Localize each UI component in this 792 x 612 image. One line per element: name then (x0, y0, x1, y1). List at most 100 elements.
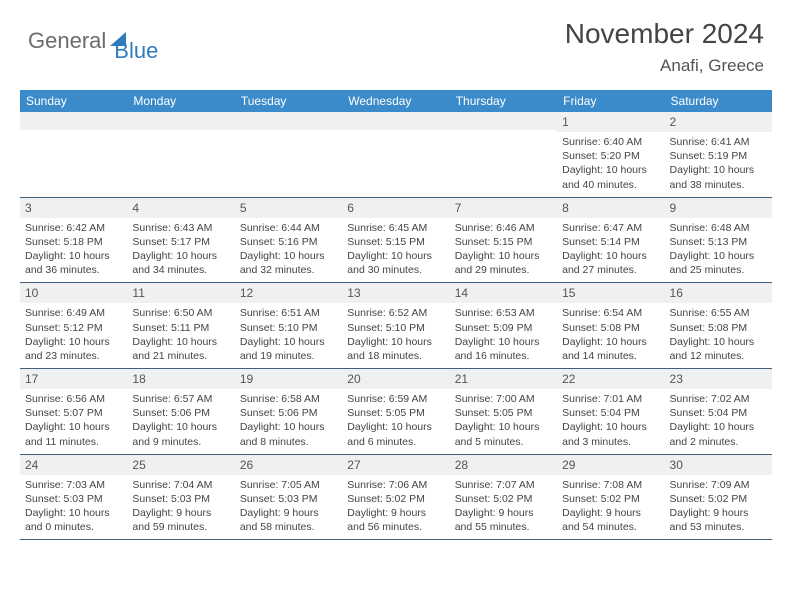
sunset-text: Sunset: 5:13 PM (670, 235, 767, 249)
day-details: Sunrise: 6:46 AMSunset: 5:15 PMDaylight:… (450, 218, 557, 283)
day-number: 9 (665, 198, 772, 218)
day-number: 14 (450, 283, 557, 303)
day-details: Sunrise: 7:00 AMSunset: 5:05 PMDaylight:… (450, 389, 557, 454)
day-cell: 17Sunrise: 6:56 AMSunset: 5:07 PMDayligh… (20, 369, 127, 455)
day-number: 30 (665, 455, 772, 475)
day-cell: 1Sunrise: 6:40 AMSunset: 5:20 PMDaylight… (557, 112, 664, 197)
sunrise-text: Sunrise: 6:59 AM (347, 392, 444, 406)
day-details: Sunrise: 7:03 AMSunset: 5:03 PMDaylight:… (20, 475, 127, 540)
sunrise-text: Sunrise: 6:48 AM (670, 221, 767, 235)
day-number: 19 (235, 369, 342, 389)
day-cell: 18Sunrise: 6:57 AMSunset: 5:06 PMDayligh… (127, 369, 234, 455)
empty-day (127, 112, 234, 130)
sunrise-text: Sunrise: 7:04 AM (132, 478, 229, 492)
page-header: General Blue November 2024 Anafi, Greece (0, 0, 792, 82)
daylight-text: Daylight: 10 hours and 25 minutes. (670, 249, 767, 277)
sunset-text: Sunset: 5:12 PM (25, 321, 122, 335)
day-cell: 19Sunrise: 6:58 AMSunset: 5:06 PMDayligh… (235, 369, 342, 455)
sunset-text: Sunset: 5:10 PM (240, 321, 337, 335)
week-row: 24Sunrise: 7:03 AMSunset: 5:03 PMDayligh… (20, 454, 772, 540)
col-thursday: Thursday (450, 90, 557, 112)
day-details: Sunrise: 6:50 AMSunset: 5:11 PMDaylight:… (127, 303, 234, 368)
day-cell: 12Sunrise: 6:51 AMSunset: 5:10 PMDayligh… (235, 283, 342, 369)
day-number: 21 (450, 369, 557, 389)
day-cell: 15Sunrise: 6:54 AMSunset: 5:08 PMDayligh… (557, 283, 664, 369)
sunrise-text: Sunrise: 7:09 AM (670, 478, 767, 492)
day-details: Sunrise: 7:01 AMSunset: 5:04 PMDaylight:… (557, 389, 664, 454)
daylight-text: Daylight: 10 hours and 0 minutes. (25, 506, 122, 534)
sunset-text: Sunset: 5:02 PM (347, 492, 444, 506)
day-number: 24 (20, 455, 127, 475)
day-details: Sunrise: 7:04 AMSunset: 5:03 PMDaylight:… (127, 475, 234, 540)
sunset-text: Sunset: 5:07 PM (25, 406, 122, 420)
day-cell: 22Sunrise: 7:01 AMSunset: 5:04 PMDayligh… (557, 369, 664, 455)
day-number: 8 (557, 198, 664, 218)
day-cell (20, 112, 127, 197)
sunrise-text: Sunrise: 6:54 AM (562, 306, 659, 320)
sunset-text: Sunset: 5:20 PM (562, 149, 659, 163)
daylight-text: Daylight: 10 hours and 3 minutes. (562, 420, 659, 448)
daylight-text: Daylight: 10 hours and 5 minutes. (455, 420, 552, 448)
day-number: 1 (557, 112, 664, 132)
daylight-text: Daylight: 10 hours and 12 minutes. (670, 335, 767, 363)
brand-logo: General Blue (28, 18, 158, 64)
sunrise-text: Sunrise: 6:53 AM (455, 306, 552, 320)
day-cell: 14Sunrise: 6:53 AMSunset: 5:09 PMDayligh… (450, 283, 557, 369)
day-number: 25 (127, 455, 234, 475)
empty-day (20, 112, 127, 130)
day-number: 13 (342, 283, 449, 303)
sunset-text: Sunset: 5:04 PM (670, 406, 767, 420)
day-details: Sunrise: 7:02 AMSunset: 5:04 PMDaylight:… (665, 389, 772, 454)
sunset-text: Sunset: 5:05 PM (347, 406, 444, 420)
day-details: Sunrise: 6:54 AMSunset: 5:08 PMDaylight:… (557, 303, 664, 368)
sunset-text: Sunset: 5:17 PM (132, 235, 229, 249)
day-number: 26 (235, 455, 342, 475)
sunset-text: Sunset: 5:10 PM (347, 321, 444, 335)
day-cell: 2Sunrise: 6:41 AMSunset: 5:19 PMDaylight… (665, 112, 772, 197)
day-cell: 7Sunrise: 6:46 AMSunset: 5:15 PMDaylight… (450, 197, 557, 283)
week-row: 10Sunrise: 6:49 AMSunset: 5:12 PMDayligh… (20, 283, 772, 369)
sunrise-text: Sunrise: 6:46 AM (455, 221, 552, 235)
sunset-text: Sunset: 5:03 PM (132, 492, 229, 506)
sunrise-text: Sunrise: 6:42 AM (25, 221, 122, 235)
sunset-text: Sunset: 5:09 PM (455, 321, 552, 335)
sunset-text: Sunset: 5:03 PM (25, 492, 122, 506)
daylight-text: Daylight: 9 hours and 54 minutes. (562, 506, 659, 534)
day-details: Sunrise: 6:52 AMSunset: 5:10 PMDaylight:… (342, 303, 449, 368)
day-details: Sunrise: 6:49 AMSunset: 5:12 PMDaylight:… (20, 303, 127, 368)
sunset-text: Sunset: 5:08 PM (562, 321, 659, 335)
day-cell: 28Sunrise: 7:07 AMSunset: 5:02 PMDayligh… (450, 454, 557, 540)
day-cell: 21Sunrise: 7:00 AMSunset: 5:05 PMDayligh… (450, 369, 557, 455)
daylight-text: Daylight: 9 hours and 53 minutes. (670, 506, 767, 534)
day-cell: 13Sunrise: 6:52 AMSunset: 5:10 PMDayligh… (342, 283, 449, 369)
sunrise-text: Sunrise: 6:45 AM (347, 221, 444, 235)
day-details: Sunrise: 6:51 AMSunset: 5:10 PMDaylight:… (235, 303, 342, 368)
day-details: Sunrise: 7:09 AMSunset: 5:02 PMDaylight:… (665, 475, 772, 540)
col-wednesday: Wednesday (342, 90, 449, 112)
brand-general: General (28, 28, 106, 54)
day-details: Sunrise: 6:58 AMSunset: 5:06 PMDaylight:… (235, 389, 342, 454)
sunset-text: Sunset: 5:02 PM (670, 492, 767, 506)
sunset-text: Sunset: 5:06 PM (240, 406, 337, 420)
daylight-text: Daylight: 10 hours and 8 minutes. (240, 420, 337, 448)
day-number: 5 (235, 198, 342, 218)
brand-blue: Blue (114, 38, 158, 64)
day-number: 15 (557, 283, 664, 303)
day-header-row: Sunday Monday Tuesday Wednesday Thursday… (20, 90, 772, 112)
day-cell: 16Sunrise: 6:55 AMSunset: 5:08 PMDayligh… (665, 283, 772, 369)
day-details: Sunrise: 6:41 AMSunset: 5:19 PMDaylight:… (665, 132, 772, 197)
daylight-text: Daylight: 10 hours and 18 minutes. (347, 335, 444, 363)
day-details: Sunrise: 6:48 AMSunset: 5:13 PMDaylight:… (665, 218, 772, 283)
sunrise-text: Sunrise: 7:01 AM (562, 392, 659, 406)
daylight-text: Daylight: 10 hours and 14 minutes. (562, 335, 659, 363)
location-label: Anafi, Greece (565, 56, 764, 76)
sunrise-text: Sunrise: 7:07 AM (455, 478, 552, 492)
sunrise-text: Sunrise: 6:57 AM (132, 392, 229, 406)
day-details: Sunrise: 7:05 AMSunset: 5:03 PMDaylight:… (235, 475, 342, 540)
daylight-text: Daylight: 10 hours and 32 minutes. (240, 249, 337, 277)
day-details: Sunrise: 7:06 AMSunset: 5:02 PMDaylight:… (342, 475, 449, 540)
day-cell: 30Sunrise: 7:09 AMSunset: 5:02 PMDayligh… (665, 454, 772, 540)
sunrise-text: Sunrise: 6:55 AM (670, 306, 767, 320)
day-cell: 26Sunrise: 7:05 AMSunset: 5:03 PMDayligh… (235, 454, 342, 540)
sunset-text: Sunset: 5:02 PM (455, 492, 552, 506)
